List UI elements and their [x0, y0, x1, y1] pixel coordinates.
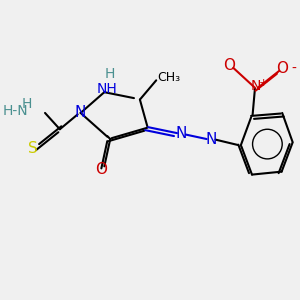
Text: CH₃: CH₃ [158, 71, 181, 84]
Text: O: O [276, 61, 288, 76]
Text: N: N [250, 79, 261, 93]
Text: -: - [291, 61, 296, 76]
Text: H: H [22, 97, 32, 111]
Text: O: O [95, 162, 107, 177]
Text: H-N: H-N [3, 104, 28, 118]
Text: H: H [105, 68, 116, 81]
Text: N: N [176, 126, 187, 141]
Text: O: O [223, 58, 235, 73]
Text: +: + [259, 78, 268, 88]
Text: N: N [75, 105, 86, 120]
Text: S: S [28, 141, 38, 156]
Text: N: N [206, 132, 217, 147]
Text: NH: NH [97, 82, 118, 96]
